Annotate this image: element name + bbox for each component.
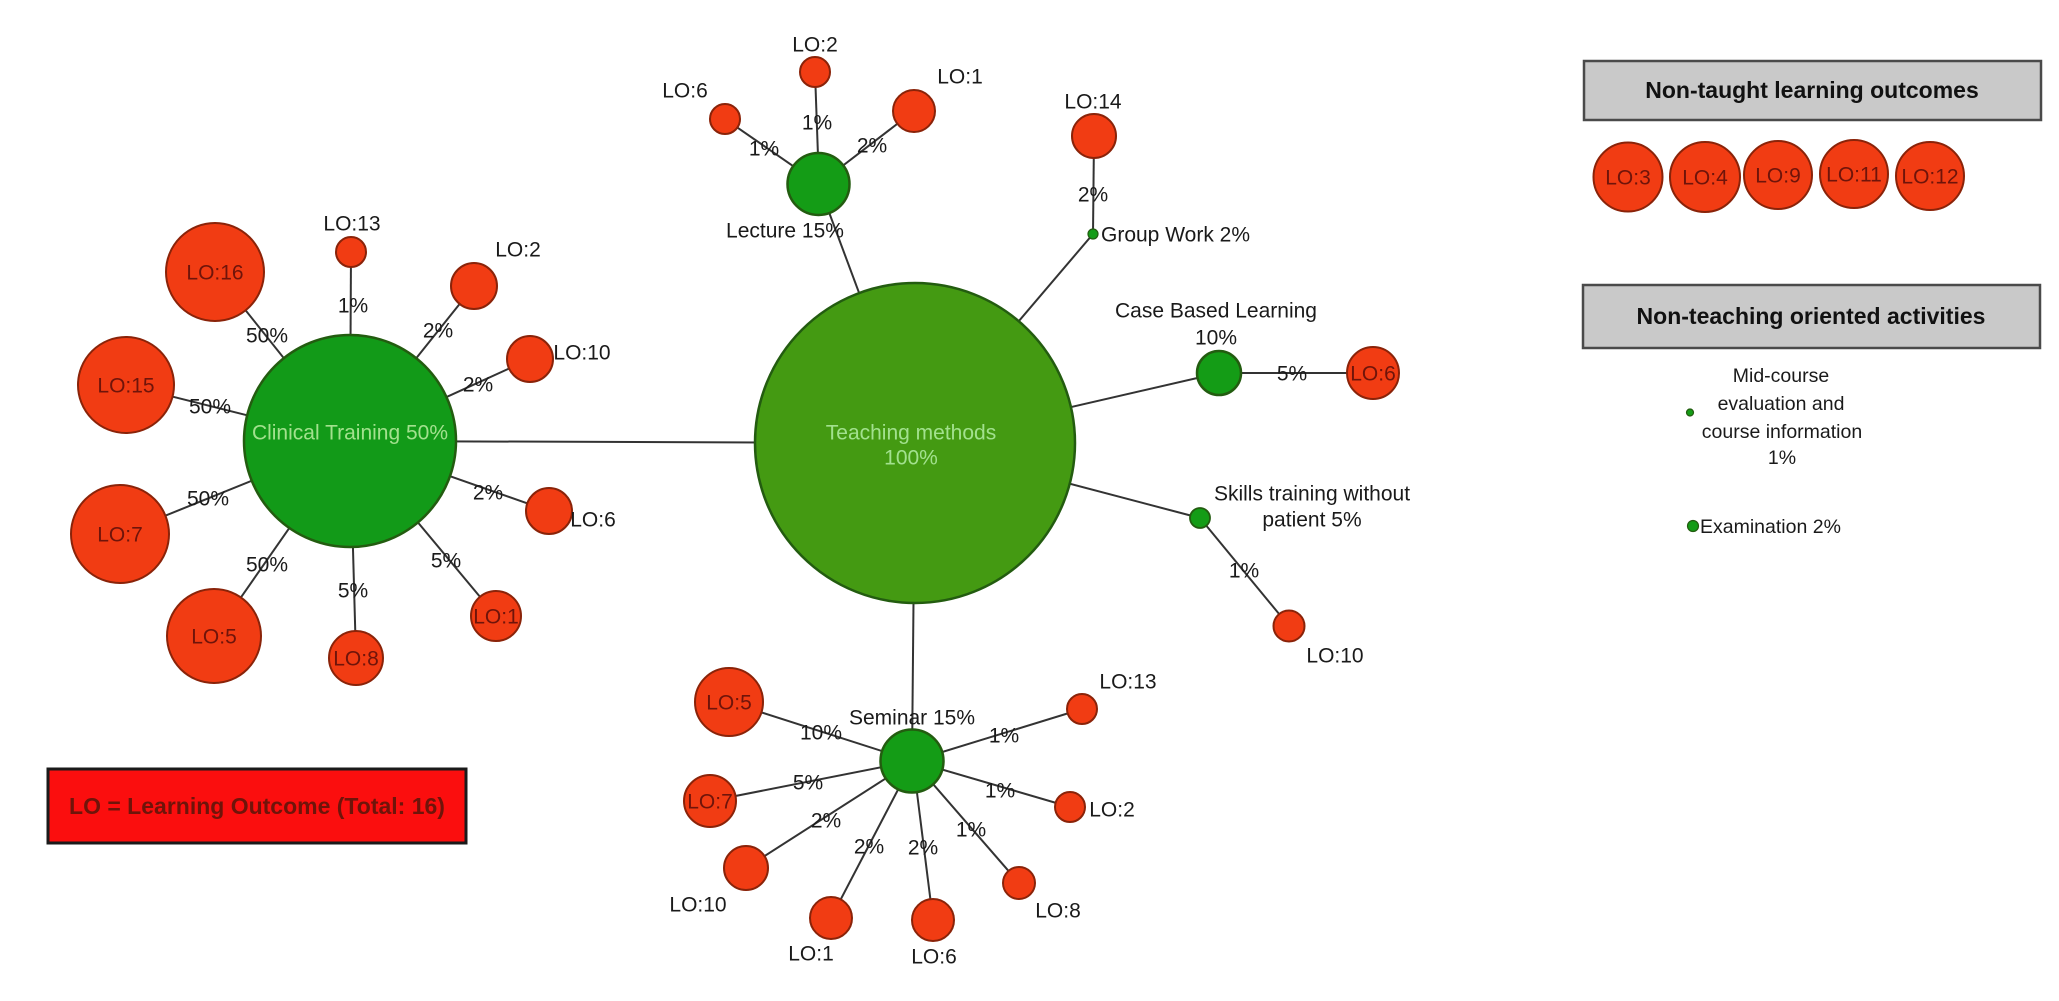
svg-text:1%: 1% <box>985 779 1015 802</box>
svg-text:LO:8: LO:8 <box>1035 899 1081 922</box>
svg-text:Mid-course: Mid-course <box>1733 365 1829 387</box>
svg-text:LO:10: LO:10 <box>553 341 610 364</box>
svg-text:LO:12: LO:12 <box>1901 165 1958 188</box>
svg-text:patient 5%: patient 5% <box>1262 508 1361 531</box>
svg-text:LO:13: LO:13 <box>323 212 380 235</box>
svg-text:LO:2: LO:2 <box>495 238 541 261</box>
svg-text:LO:7: LO:7 <box>97 523 143 546</box>
svg-text:50%: 50% <box>189 395 231 418</box>
svg-text:LO:7: LO:7 <box>687 790 733 813</box>
svg-text:evaluation and: evaluation and <box>1718 393 1845 415</box>
svg-text:Teaching methods: Teaching methods <box>826 421 996 444</box>
svg-text:Case Based Learning: Case Based Learning <box>1115 299 1317 322</box>
svg-text:50%: 50% <box>187 487 229 510</box>
svg-text:LO:13: LO:13 <box>1099 670 1156 693</box>
svg-text:LO:5: LO:5 <box>706 691 752 714</box>
svg-text:50%: 50% <box>246 324 288 347</box>
svg-text:LO:16: LO:16 <box>186 261 243 284</box>
svg-text:5%: 5% <box>431 549 461 572</box>
svg-text:Clinical Training 50%: Clinical Training 50% <box>252 421 448 444</box>
svg-text:2%: 2% <box>463 373 493 396</box>
svg-text:course information: course information <box>1702 421 1862 443</box>
svg-text:LO:4: LO:4 <box>1682 166 1728 189</box>
svg-text:LO:2: LO:2 <box>1089 798 1135 821</box>
svg-text:LO = Learning Outcome (Total:: LO = Learning Outcome (Total: 16) <box>69 793 445 819</box>
svg-text:Examination 2%: Examination 2% <box>1700 516 1841 538</box>
svg-text:2%: 2% <box>423 319 453 342</box>
svg-text:10%: 10% <box>1195 326 1237 349</box>
svg-text:Skills training without: Skills training without <box>1214 482 1410 505</box>
svg-text:1%: 1% <box>1768 447 1796 469</box>
svg-text:1%: 1% <box>1229 559 1259 582</box>
svg-text:LO:10: LO:10 <box>1306 644 1363 667</box>
svg-text:2%: 2% <box>854 835 884 858</box>
svg-text:2%: 2% <box>473 481 503 504</box>
svg-text:2%: 2% <box>908 836 938 859</box>
svg-text:LO:2: LO:2 <box>792 33 838 56</box>
svg-text:LO:10: LO:10 <box>669 893 726 916</box>
svg-text:LO:8: LO:8 <box>333 647 379 670</box>
svg-text:1%: 1% <box>802 111 832 134</box>
svg-text:Group Work 2%: Group Work 2% <box>1101 223 1250 246</box>
svg-text:Lecture 15%: Lecture 15% <box>726 219 844 242</box>
svg-text:LO:9: LO:9 <box>1755 164 1801 187</box>
svg-text:1%: 1% <box>956 818 986 841</box>
svg-text:LO:6: LO:6 <box>911 945 957 968</box>
svg-text:LO:1: LO:1 <box>937 65 983 88</box>
svg-text:10%: 10% <box>800 721 842 744</box>
svg-text:100%: 100% <box>884 446 938 469</box>
svg-text:Non-teaching oriented activiti: Non-teaching oriented activities <box>1637 303 1986 329</box>
svg-text:1%: 1% <box>338 294 368 317</box>
svg-text:LO:3: LO:3 <box>1605 166 1651 189</box>
svg-text:Non-taught learning outcomes: Non-taught learning outcomes <box>1645 77 1979 103</box>
svg-text:LO:5: LO:5 <box>191 625 237 648</box>
svg-text:1%: 1% <box>749 137 779 160</box>
svg-text:5%: 5% <box>338 579 368 602</box>
svg-text:1%: 1% <box>989 724 1019 747</box>
svg-text:Seminar 15%: Seminar 15% <box>849 706 975 729</box>
svg-text:LO:6: LO:6 <box>1350 362 1396 385</box>
svg-text:2%: 2% <box>1078 183 1108 206</box>
svg-text:2%: 2% <box>857 134 887 157</box>
svg-text:50%: 50% <box>246 553 288 576</box>
svg-text:LO:14: LO:14 <box>1064 90 1122 113</box>
svg-text:LO:1: LO:1 <box>788 942 834 965</box>
svg-text:LO:15: LO:15 <box>97 374 154 397</box>
svg-text:LO:6: LO:6 <box>662 79 708 102</box>
svg-text:LO:1: LO:1 <box>473 605 519 628</box>
svg-text:5%: 5% <box>793 771 823 794</box>
svg-text:LO:6: LO:6 <box>570 508 616 531</box>
svg-text:2%: 2% <box>811 809 841 832</box>
svg-text:5%: 5% <box>1277 362 1307 385</box>
svg-text:LO:11: LO:11 <box>1826 163 1882 186</box>
